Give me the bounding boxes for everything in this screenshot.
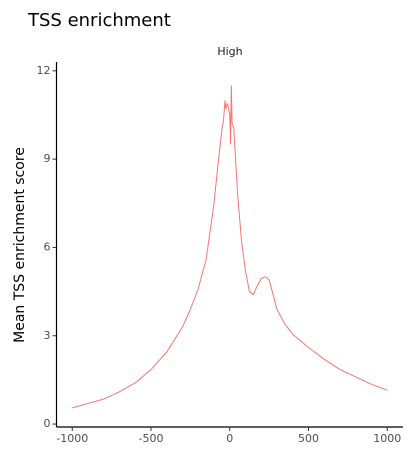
x-tick-label: 1000 bbox=[373, 432, 401, 445]
y-tick-label: 9 bbox=[44, 152, 51, 165]
x-tick-label: 0 bbox=[226, 432, 233, 445]
x-tick-label: 500 bbox=[298, 432, 319, 445]
chart-title: TSS enrichment bbox=[27, 10, 171, 31]
line bbox=[72, 85, 388, 409]
y-axis-label: Mean TSS enrichment score bbox=[12, 147, 28, 343]
y-tick-label: 0 bbox=[44, 417, 51, 430]
x-tick-label: -500 bbox=[139, 432, 164, 445]
y-tick-label: 6 bbox=[44, 240, 51, 253]
panel-title: High bbox=[217, 45, 242, 58]
x-tick-label: -1000 bbox=[56, 432, 88, 445]
y-tick-label: 3 bbox=[44, 329, 51, 342]
y-tick-label: 12 bbox=[37, 64, 51, 77]
